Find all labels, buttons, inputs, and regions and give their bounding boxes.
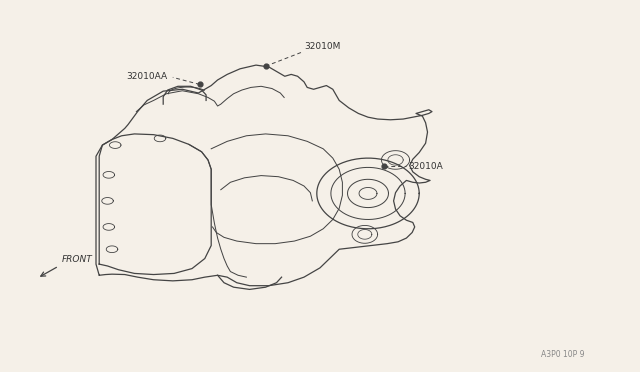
Text: 32010M: 32010M	[305, 42, 341, 51]
Text: A3P0 10P 9: A3P0 10P 9	[541, 350, 585, 359]
Point	[260, 63, 271, 69]
Point	[379, 163, 389, 169]
Point	[195, 81, 205, 87]
Text: 32010AA: 32010AA	[127, 72, 168, 81]
Text: FRONT: FRONT	[61, 255, 92, 264]
Text: 32010A: 32010A	[408, 162, 443, 171]
